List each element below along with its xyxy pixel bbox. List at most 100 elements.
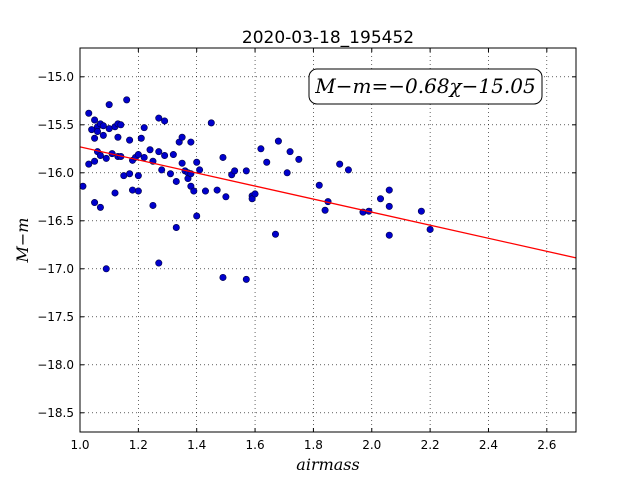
data-point: [274, 137, 282, 145]
x-axis-label: airmass: [296, 455, 359, 474]
data-point: [251, 190, 259, 198]
data-point: [134, 172, 142, 180]
y-tick-label: −15.0: [37, 70, 74, 84]
y-tick-label: −18.5: [37, 406, 74, 420]
data-point: [178, 159, 186, 167]
data-point: [201, 187, 209, 195]
data-point: [426, 225, 434, 233]
data-point: [385, 186, 393, 194]
data-point: [271, 230, 279, 238]
y-tick-labels: −15.0 −15.5 −16.0 −16.5 −17.0 −17.5 −18.0 −18.5: [37, 70, 74, 420]
data-point: [94, 128, 102, 136]
data-point: [117, 121, 125, 129]
data-point: [96, 203, 104, 211]
data-point: [286, 148, 294, 156]
data-point: [91, 116, 99, 124]
data-point: [385, 231, 393, 239]
data-points: [79, 96, 434, 283]
x-tick-label: 1.8: [304, 438, 323, 452]
data-point: [102, 265, 110, 273]
data-point: [193, 158, 201, 166]
data-point: [161, 152, 169, 160]
data-point: [377, 195, 385, 203]
data-point: [283, 169, 291, 177]
data-point: [111, 189, 119, 197]
data-point: [149, 201, 157, 209]
data-point: [155, 148, 163, 156]
data-point: [105, 101, 113, 109]
data-point: [257, 145, 265, 153]
data-point: [79, 182, 87, 190]
data-point: [344, 166, 352, 174]
y-tick-label: −18.0: [37, 358, 74, 372]
data-point: [88, 126, 96, 134]
data-point: [219, 273, 227, 281]
data-point: [166, 170, 174, 178]
data-point: [85, 160, 93, 168]
data-point: [134, 151, 142, 159]
y-tick-label: −15.5: [37, 118, 74, 132]
data-point: [417, 207, 425, 215]
data-point: [187, 138, 195, 146]
x-tick-label: 2.2: [421, 438, 440, 452]
y-tick-label: −16.0: [37, 166, 74, 180]
data-point: [336, 160, 344, 168]
fit-equation-box: M−m=−0.68χ−15.05: [308, 68, 543, 105]
data-point: [196, 166, 204, 174]
data-point: [134, 187, 142, 195]
data-point: [242, 275, 250, 283]
x-tick-label: 1.4: [187, 438, 206, 452]
data-point: [140, 124, 148, 132]
y-tick-label: −17.0: [37, 262, 74, 276]
x-tick-label: 1.6: [246, 438, 265, 452]
fit-line: [79, 146, 577, 259]
data-point: [172, 177, 180, 185]
y-tick-label: −16.5: [37, 214, 74, 228]
data-point: [96, 152, 104, 160]
data-point: [102, 154, 110, 162]
data-point: [193, 212, 201, 220]
data-point: [99, 131, 107, 139]
data-point: [99, 122, 107, 130]
data-point: [85, 109, 93, 117]
plot-area-background: [80, 48, 576, 432]
data-point: [385, 202, 393, 210]
chart-title: 2020-03-18_195452: [242, 28, 414, 48]
data-point: [126, 170, 134, 178]
data-point: [295, 155, 303, 163]
data-point: [155, 114, 163, 122]
data-point: [178, 133, 186, 141]
data-point: [91, 157, 99, 165]
x-tick-label: 1.0: [70, 438, 89, 452]
data-point: [129, 186, 137, 194]
data-point: [219, 153, 227, 161]
fit-equation-frame: [308, 68, 543, 105]
fit-equation-text: M−m=−0.68χ−15.05: [314, 74, 535, 98]
data-point: [126, 136, 134, 144]
data-point: [231, 167, 239, 175]
x-tick-label: 2.4: [479, 438, 498, 452]
data-point: [321, 206, 329, 214]
data-point: [146, 146, 154, 154]
data-point: [114, 133, 122, 141]
data-point: [140, 153, 148, 161]
x-tick-label: 1.2: [129, 438, 148, 452]
data-point: [242, 167, 250, 175]
data-point: [137, 134, 145, 142]
data-point: [213, 186, 221, 194]
data-point: [91, 199, 99, 207]
y-axis-label: M−m: [13, 218, 32, 264]
data-point: [169, 151, 177, 159]
data-point: [172, 224, 180, 232]
axis-ticks: [79, 48, 576, 432]
data-point: [315, 181, 323, 189]
data-point: [105, 125, 113, 133]
y-tick-label: −17.5: [37, 310, 74, 324]
x-tick-label: 2.0: [362, 438, 381, 452]
data-point: [190, 187, 198, 195]
data-point: [222, 193, 230, 201]
data-point: [158, 166, 166, 174]
data-point: [207, 119, 215, 127]
data-point: [120, 172, 128, 180]
